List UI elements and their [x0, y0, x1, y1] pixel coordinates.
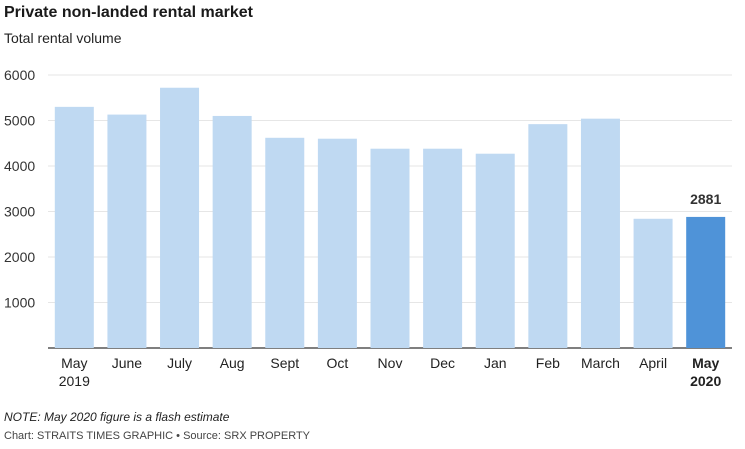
- x-tick-label: March: [581, 355, 620, 371]
- bar: [212, 115, 252, 348]
- y-tick-label: 2000: [4, 249, 35, 265]
- x-tick-label: Nov: [378, 355, 403, 371]
- bar: [528, 124, 568, 348]
- bar: [107, 114, 147, 349]
- label-layer: May 2019 June July Aug Sept Oct Nov Dec Jan Feb Mar…: [59, 191, 722, 389]
- data-label: 2881: [690, 191, 721, 207]
- bar: [265, 137, 305, 348]
- x-tick-label: Jan: [484, 355, 507, 371]
- x-tick-label: June: [112, 355, 143, 371]
- x-tick-label: May 2019: [59, 355, 90, 389]
- source-credit: Chart: STRAITS TIMES GRAPHIC • Source: S…: [4, 430, 311, 442]
- bar: [475, 153, 515, 348]
- bar: [633, 218, 673, 348]
- x-tick-label: May 2020: [690, 355, 721, 389]
- y-tick-label: 3000: [4, 204, 35, 220]
- x-tick-label: Sept: [270, 355, 299, 371]
- bar: [317, 138, 357, 348]
- footnote: NOTE: May 2020 figure is a flash estimat…: [4, 410, 230, 424]
- x-tick-label: Feb: [536, 355, 560, 371]
- y-tick-label: 6000: [4, 67, 35, 83]
- bar: [370, 148, 410, 348]
- x-tick-label: July: [167, 355, 192, 371]
- y-tick-label: 4000: [4, 158, 35, 174]
- y-tick-label: 1000: [4, 295, 35, 311]
- y-tick-label: 5000: [4, 113, 35, 129]
- bar-highlighted: [686, 216, 726, 348]
- bar: [160, 87, 200, 349]
- x-tick-label: Aug: [220, 355, 245, 371]
- chart-title: Private non-landed rental market: [4, 4, 253, 21]
- x-tick-label: April: [639, 355, 667, 371]
- bar: [423, 148, 463, 348]
- bar-layer: [54, 87, 726, 349]
- chart-subtitle: Total rental volume: [4, 30, 122, 46]
- bar: [580, 118, 620, 349]
- bar: [54, 106, 94, 348]
- x-tick-label: Dec: [430, 355, 455, 371]
- x-tick-label: Oct: [326, 355, 348, 371]
